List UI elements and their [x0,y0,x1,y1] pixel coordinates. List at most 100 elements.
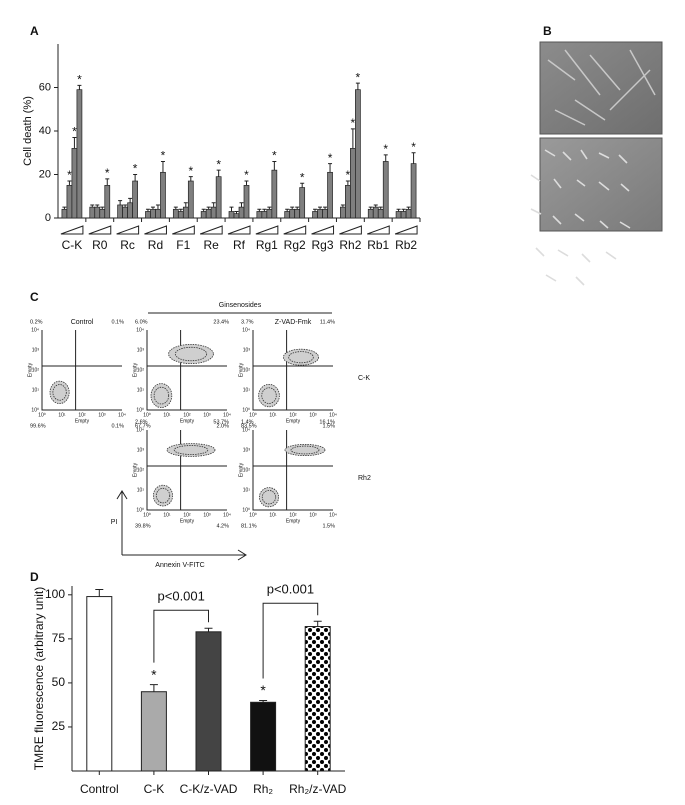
event-cloud [174,346,208,362]
error-bar [313,208,318,212]
x-tick-label: Rf [233,238,246,252]
micrograph-top [539,41,663,135]
bar [117,204,123,219]
bar [405,208,412,219]
x-tick-label: Rh₂/z-VAD [289,782,346,796]
error-bar [244,180,249,186]
bar [140,691,167,772]
bar [271,169,278,219]
event-cloud [52,384,67,401]
error-bar [350,128,355,149]
bar [145,211,151,219]
bar [243,185,250,219]
y-tick-label: 20 [39,168,51,180]
plot-tick-label: 10⁴ [223,512,231,518]
bar [317,208,323,219]
error-bar [118,200,123,205]
bar [266,208,273,219]
plot-tick-label: 10¹ [163,512,171,518]
y-tick-label: 25 [52,719,66,733]
event-cloud [155,487,171,504]
plot-axes [41,330,122,411]
significance-star: * [411,140,416,154]
error-bar [262,208,267,212]
bar [299,187,306,219]
plot-tick-label: 10² [289,412,297,418]
quadrant-percent: 53.7% [213,419,229,425]
plot-tick-label: 10¹ [243,487,251,493]
bar [94,206,101,219]
significance-star: * [188,164,193,178]
plot-tick-label: 10⁴ [329,412,337,418]
plot-tick-label: 10⁴ [242,327,250,333]
x-tick-label: R0 [92,238,108,252]
bar [340,206,346,219]
y-tick-label: 40 [39,125,51,137]
dose-wedge [227,225,251,235]
dose-wedge [88,225,112,235]
event-cloud [153,386,170,405]
quadrant-percent: 39.8% [135,523,151,529]
plot-tick-label: 10³ [309,412,317,418]
plot-tick-label: 10¹ [137,387,145,393]
bar [238,206,245,219]
bar [377,208,384,219]
quadrant-percent: 1.5% [322,523,335,529]
plot-tick-label: 10⁰ [38,412,46,418]
plot-tick-label: 10⁰ [31,407,39,413]
x-tick-label: C-K/z-VAD [180,782,238,796]
dose-wedge [172,225,195,235]
row-label: Rh2 [358,475,371,482]
error-bar [300,182,305,188]
bar [61,208,68,219]
significance-star: * [133,162,138,176]
bar [122,206,128,219]
error-bar [345,180,350,186]
y-axis-label: Cell death (%) [22,96,34,166]
error-bar [204,627,213,632]
plot-axis-label: Empty [238,362,244,377]
quadrant-percent: 81.1% [241,523,257,529]
bar [187,180,194,219]
plot-axis-label: Empty [238,462,244,477]
plot-axis-label: Empty [132,362,138,377]
error-bar [183,202,188,208]
bar [210,206,217,219]
significance-star: * [356,70,361,84]
dose-wedge [60,225,84,235]
comparison-bracket [153,609,209,663]
plot-axis-label: Empty [286,518,301,524]
plot-axis-label: Empty [27,362,33,377]
y-tick-label: 75 [52,631,66,645]
plot-tick-label: 10¹ [32,387,40,393]
bar [132,180,138,219]
dose-wedge [367,225,390,235]
error-bar [128,197,133,203]
error-bar [133,174,138,182]
significance-star: * [346,168,351,182]
error-bar [313,620,322,627]
significance-star: * [328,151,333,165]
plot-tick-label: 10⁴ [118,412,126,418]
bar [395,211,402,219]
bar [355,89,361,219]
quadrant-percent: 3.7% [241,319,254,325]
plot-tick-label: 10³ [243,447,251,453]
bar [86,596,113,772]
dose-wedge [311,225,335,235]
bar [76,89,83,219]
bar [104,185,111,219]
event-cloud [290,445,320,455]
y-tick-label: 50 [52,675,66,689]
bar [205,208,212,219]
x-axis-label: Annexin V-FITC [155,562,204,569]
event-cloud [261,387,277,404]
bar [294,208,301,219]
plot-tick-label: 10¹ [243,387,251,393]
error-bar [340,204,345,208]
bar [350,148,356,219]
plot-axis-label: Empty [180,518,195,524]
plot-axis-label: Empty [286,418,301,424]
plot-axes [146,430,227,511]
